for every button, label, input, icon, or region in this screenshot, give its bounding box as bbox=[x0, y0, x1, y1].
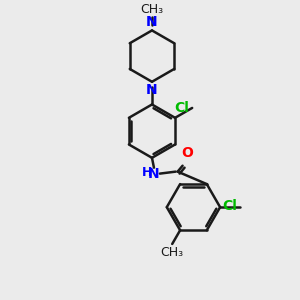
Text: Cl: Cl bbox=[174, 101, 189, 115]
Text: N: N bbox=[148, 167, 160, 181]
Text: N: N bbox=[146, 83, 158, 97]
Text: CH₃: CH₃ bbox=[161, 246, 184, 259]
Text: H: H bbox=[142, 166, 152, 179]
Text: Cl: Cl bbox=[222, 199, 237, 213]
Text: N: N bbox=[146, 15, 158, 29]
Text: CH₃: CH₃ bbox=[140, 3, 164, 16]
Text: O: O bbox=[182, 146, 194, 160]
